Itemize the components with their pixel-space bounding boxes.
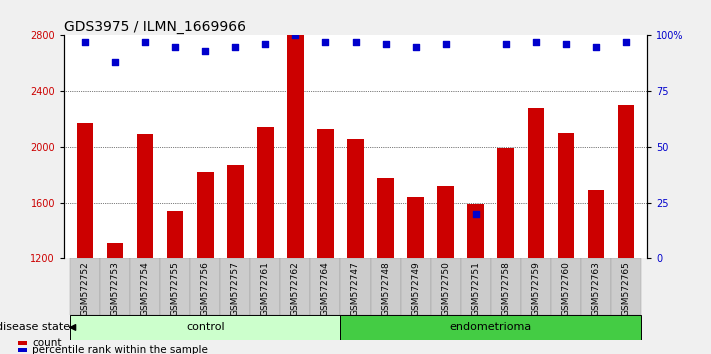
- Text: GSM572747: GSM572747: [351, 261, 360, 316]
- Text: GSM572752: GSM572752: [80, 261, 90, 316]
- Point: [80, 39, 91, 45]
- Bar: [130, 258, 160, 315]
- Bar: [287, 35, 304, 258]
- Point: [440, 41, 451, 47]
- Text: disease state: disease state: [0, 322, 70, 332]
- Bar: [520, 258, 551, 315]
- Point: [200, 48, 211, 54]
- Bar: [498, 148, 514, 258]
- Text: percentile rank within the sample: percentile rank within the sample: [32, 345, 208, 354]
- Bar: [250, 258, 280, 315]
- Bar: [347, 138, 364, 258]
- Text: GSM572758: GSM572758: [501, 261, 510, 316]
- Point: [410, 44, 422, 49]
- Bar: [341, 258, 370, 315]
- Text: GSM572764: GSM572764: [321, 261, 330, 316]
- Bar: [370, 258, 400, 315]
- Bar: [70, 258, 100, 315]
- Bar: [407, 197, 424, 258]
- Point: [350, 39, 361, 45]
- Bar: [227, 165, 244, 258]
- Bar: [467, 204, 484, 258]
- Text: GSM572759: GSM572759: [531, 261, 540, 316]
- Bar: [528, 108, 544, 258]
- Bar: [341, 315, 641, 340]
- Point: [530, 39, 542, 45]
- Text: GSM572755: GSM572755: [171, 261, 180, 316]
- Bar: [581, 258, 611, 315]
- Bar: [191, 258, 220, 315]
- Bar: [160, 258, 191, 315]
- Point: [500, 41, 511, 47]
- Text: GSM572760: GSM572760: [562, 261, 570, 316]
- Text: GSM572763: GSM572763: [592, 261, 600, 316]
- Bar: [400, 258, 431, 315]
- Bar: [70, 315, 341, 340]
- Text: GSM572756: GSM572756: [201, 261, 210, 316]
- Bar: [280, 258, 311, 315]
- Text: count: count: [32, 338, 61, 348]
- Bar: [557, 133, 574, 258]
- Bar: [197, 172, 213, 258]
- Bar: [588, 190, 604, 258]
- Point: [289, 33, 301, 38]
- Text: control: control: [186, 322, 225, 332]
- Text: GSM572751: GSM572751: [471, 261, 480, 316]
- Point: [560, 41, 572, 47]
- Text: GSM572749: GSM572749: [411, 261, 420, 316]
- Point: [169, 44, 181, 49]
- Bar: [107, 243, 123, 258]
- Text: GSM572750: GSM572750: [441, 261, 450, 316]
- Point: [380, 41, 391, 47]
- Point: [109, 59, 121, 65]
- Bar: [167, 211, 183, 258]
- Bar: [100, 258, 130, 315]
- Bar: [618, 105, 634, 258]
- Bar: [77, 122, 93, 258]
- Bar: [18, 341, 27, 345]
- Bar: [461, 258, 491, 315]
- Bar: [257, 127, 274, 258]
- Bar: [551, 258, 581, 315]
- Point: [260, 41, 271, 47]
- Point: [620, 39, 631, 45]
- Bar: [611, 258, 641, 315]
- Bar: [137, 135, 154, 258]
- Text: GSM572753: GSM572753: [111, 261, 119, 316]
- Point: [320, 39, 331, 45]
- Bar: [311, 258, 341, 315]
- Bar: [431, 258, 461, 315]
- Text: GSM572762: GSM572762: [291, 261, 300, 316]
- Text: endometrioma: endometrioma: [449, 322, 532, 332]
- Point: [470, 211, 481, 217]
- Text: GSM572754: GSM572754: [141, 261, 149, 316]
- Point: [590, 44, 602, 49]
- Text: GSM572761: GSM572761: [261, 261, 270, 316]
- Bar: [220, 258, 250, 315]
- Bar: [378, 178, 394, 258]
- Bar: [437, 186, 454, 258]
- Text: GSM572748: GSM572748: [381, 261, 390, 316]
- Text: GSM572757: GSM572757: [231, 261, 240, 316]
- Bar: [317, 129, 333, 258]
- Bar: [491, 258, 520, 315]
- Point: [139, 39, 151, 45]
- Text: GSM572765: GSM572765: [621, 261, 631, 316]
- Point: [230, 44, 241, 49]
- Bar: [18, 348, 27, 352]
- Text: GDS3975 / ILMN_1669966: GDS3975 / ILMN_1669966: [64, 21, 246, 34]
